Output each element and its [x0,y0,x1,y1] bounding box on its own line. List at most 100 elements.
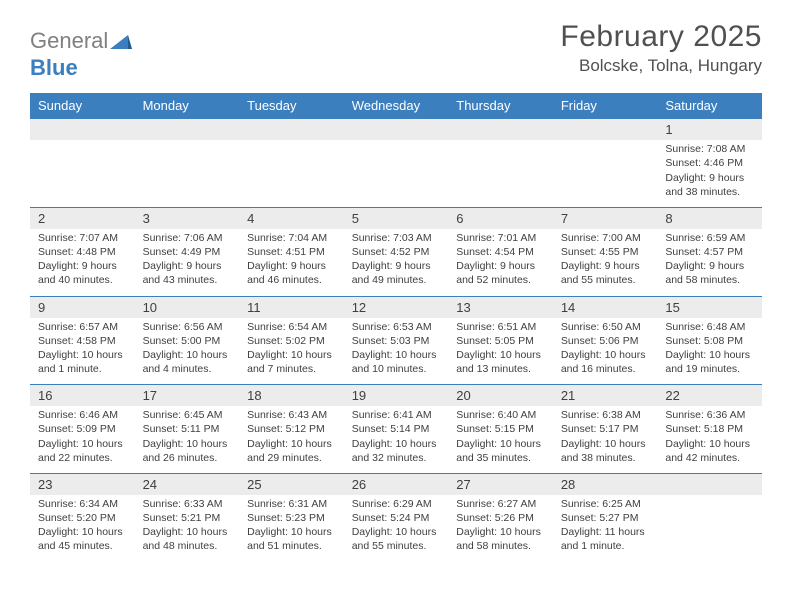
sunrise-text: Sunrise: 6:29 AM [352,497,441,511]
day-number-cell [135,119,240,141]
day-number-cell: 2 [30,207,135,229]
day-detail-cell: Sunrise: 6:53 AMSunset: 5:03 PMDaylight:… [344,318,449,385]
month-title: February 2025 [560,20,762,54]
day-detail-cell: Sunrise: 6:34 AMSunset: 5:20 PMDaylight:… [30,495,135,562]
day-detail-cell: Sunrise: 7:06 AMSunset: 4:49 PMDaylight:… [135,229,240,296]
day-detail-cell: Sunrise: 6:31 AMSunset: 5:23 PMDaylight:… [239,495,344,562]
day-detail-cell: Sunrise: 6:33 AMSunset: 5:21 PMDaylight:… [135,495,240,562]
daylight-text: Daylight: 9 hours and 52 minutes. [456,259,545,287]
day-detail-cell [344,140,449,207]
day-number-cell: 13 [448,296,553,318]
sunset-text: Sunset: 4:57 PM [665,245,754,259]
day-number-cell: 19 [344,385,449,407]
daylight-text: Daylight: 10 hours and 22 minutes. [38,437,127,465]
day-number-cell: 6 [448,207,553,229]
daylight-text: Daylight: 10 hours and 38 minutes. [561,437,650,465]
location: Bolcske, Tolna, Hungary [560,56,762,76]
sunrise-text: Sunrise: 7:04 AM [247,231,336,245]
sunrise-text: Sunrise: 6:25 AM [561,497,650,511]
sunrise-text: Sunrise: 6:59 AM [665,231,754,245]
day-header: Saturday [657,93,762,119]
day-number-cell: 18 [239,385,344,407]
day-number-cell: 4 [239,207,344,229]
day-number-cell: 26 [344,473,449,495]
day-header: Friday [553,93,658,119]
day-detail-cell: Sunrise: 6:56 AMSunset: 5:00 PMDaylight:… [135,318,240,385]
sunset-text: Sunset: 4:55 PM [561,245,650,259]
day-number-cell: 8 [657,207,762,229]
day-number-cell: 22 [657,385,762,407]
sunset-text: Sunset: 4:52 PM [352,245,441,259]
daylight-text: Daylight: 10 hours and 51 minutes. [247,525,336,553]
day-detail-cell [553,140,658,207]
day-number-cell [30,119,135,141]
sunset-text: Sunset: 5:20 PM [38,511,127,525]
daylight-text: Daylight: 10 hours and 16 minutes. [561,348,650,376]
sunset-text: Sunset: 5:15 PM [456,422,545,436]
sunset-text: Sunset: 5:00 PM [143,334,232,348]
daylight-text: Daylight: 9 hours and 43 minutes. [143,259,232,287]
daylight-text: Daylight: 10 hours and 35 minutes. [456,437,545,465]
day-number-cell [553,119,658,141]
sunrise-text: Sunrise: 6:33 AM [143,497,232,511]
day-detail-cell: Sunrise: 6:36 AMSunset: 5:18 PMDaylight:… [657,406,762,473]
day-detail-cell: Sunrise: 6:25 AMSunset: 5:27 PMDaylight:… [553,495,658,562]
day-number-cell [657,473,762,495]
day-detail-cell: Sunrise: 6:57 AMSunset: 4:58 PMDaylight:… [30,318,135,385]
day-number-cell: 15 [657,296,762,318]
day-detail-cell: Sunrise: 7:04 AMSunset: 4:51 PMDaylight:… [239,229,344,296]
daylight-text: Daylight: 10 hours and 10 minutes. [352,348,441,376]
day-number-row: 232425262728 [30,473,762,495]
day-number-cell: 7 [553,207,658,229]
day-detail-cell: Sunrise: 7:00 AMSunset: 4:55 PMDaylight:… [553,229,658,296]
sunset-text: Sunset: 5:03 PM [352,334,441,348]
day-number-cell: 5 [344,207,449,229]
day-number-cell: 1 [657,119,762,141]
sunset-text: Sunset: 5:09 PM [38,422,127,436]
daylight-text: Daylight: 9 hours and 38 minutes. [665,171,754,199]
day-header: Tuesday [239,93,344,119]
sunrise-text: Sunrise: 7:01 AM [456,231,545,245]
day-number-cell: 12 [344,296,449,318]
sunrise-text: Sunrise: 7:00 AM [561,231,650,245]
daylight-text: Daylight: 11 hours and 1 minute. [561,525,650,553]
sunset-text: Sunset: 5:05 PM [456,334,545,348]
day-number-cell: 10 [135,296,240,318]
sunset-text: Sunset: 4:46 PM [665,156,754,170]
sunset-text: Sunset: 5:18 PM [665,422,754,436]
sunset-text: Sunset: 5:24 PM [352,511,441,525]
day-detail-cell: Sunrise: 6:38 AMSunset: 5:17 PMDaylight:… [553,406,658,473]
day-detail-cell: Sunrise: 6:27 AMSunset: 5:26 PMDaylight:… [448,495,553,562]
logo-text-blue: Blue [30,55,78,80]
sunset-text: Sunset: 5:27 PM [561,511,650,525]
daylight-text: Daylight: 10 hours and 55 minutes. [352,525,441,553]
title-block: February 2025 Bolcske, Tolna, Hungary [560,20,762,76]
day-number-cell: 3 [135,207,240,229]
day-number-cell [239,119,344,141]
sunrise-text: Sunrise: 7:08 AM [665,142,754,156]
daylight-text: Daylight: 10 hours and 4 minutes. [143,348,232,376]
day-number-cell: 25 [239,473,344,495]
day-number-cell: 28 [553,473,658,495]
day-detail-cell: Sunrise: 6:43 AMSunset: 5:12 PMDaylight:… [239,406,344,473]
day-detail-cell: Sunrise: 6:46 AMSunset: 5:09 PMDaylight:… [30,406,135,473]
sunset-text: Sunset: 4:48 PM [38,245,127,259]
day-number-cell [344,119,449,141]
sunrise-text: Sunrise: 6:46 AM [38,408,127,422]
sunrise-text: Sunrise: 6:36 AM [665,408,754,422]
sunset-text: Sunset: 5:17 PM [561,422,650,436]
day-number-row: 9101112131415 [30,296,762,318]
day-detail-cell: Sunrise: 6:45 AMSunset: 5:11 PMDaylight:… [135,406,240,473]
sunset-text: Sunset: 4:49 PM [143,245,232,259]
daylight-text: Daylight: 10 hours and 42 minutes. [665,437,754,465]
daylight-text: Daylight: 10 hours and 26 minutes. [143,437,232,465]
calendar-table: Sunday Monday Tuesday Wednesday Thursday… [30,93,762,561]
day-number-cell: 9 [30,296,135,318]
sunset-text: Sunset: 5:02 PM [247,334,336,348]
sunset-text: Sunset: 5:21 PM [143,511,232,525]
sunrise-text: Sunrise: 6:34 AM [38,497,127,511]
logo: General Blue [30,20,134,81]
day-number-row: 2345678 [30,207,762,229]
day-number-cell: 20 [448,385,553,407]
daylight-text: Daylight: 9 hours and 58 minutes. [665,259,754,287]
